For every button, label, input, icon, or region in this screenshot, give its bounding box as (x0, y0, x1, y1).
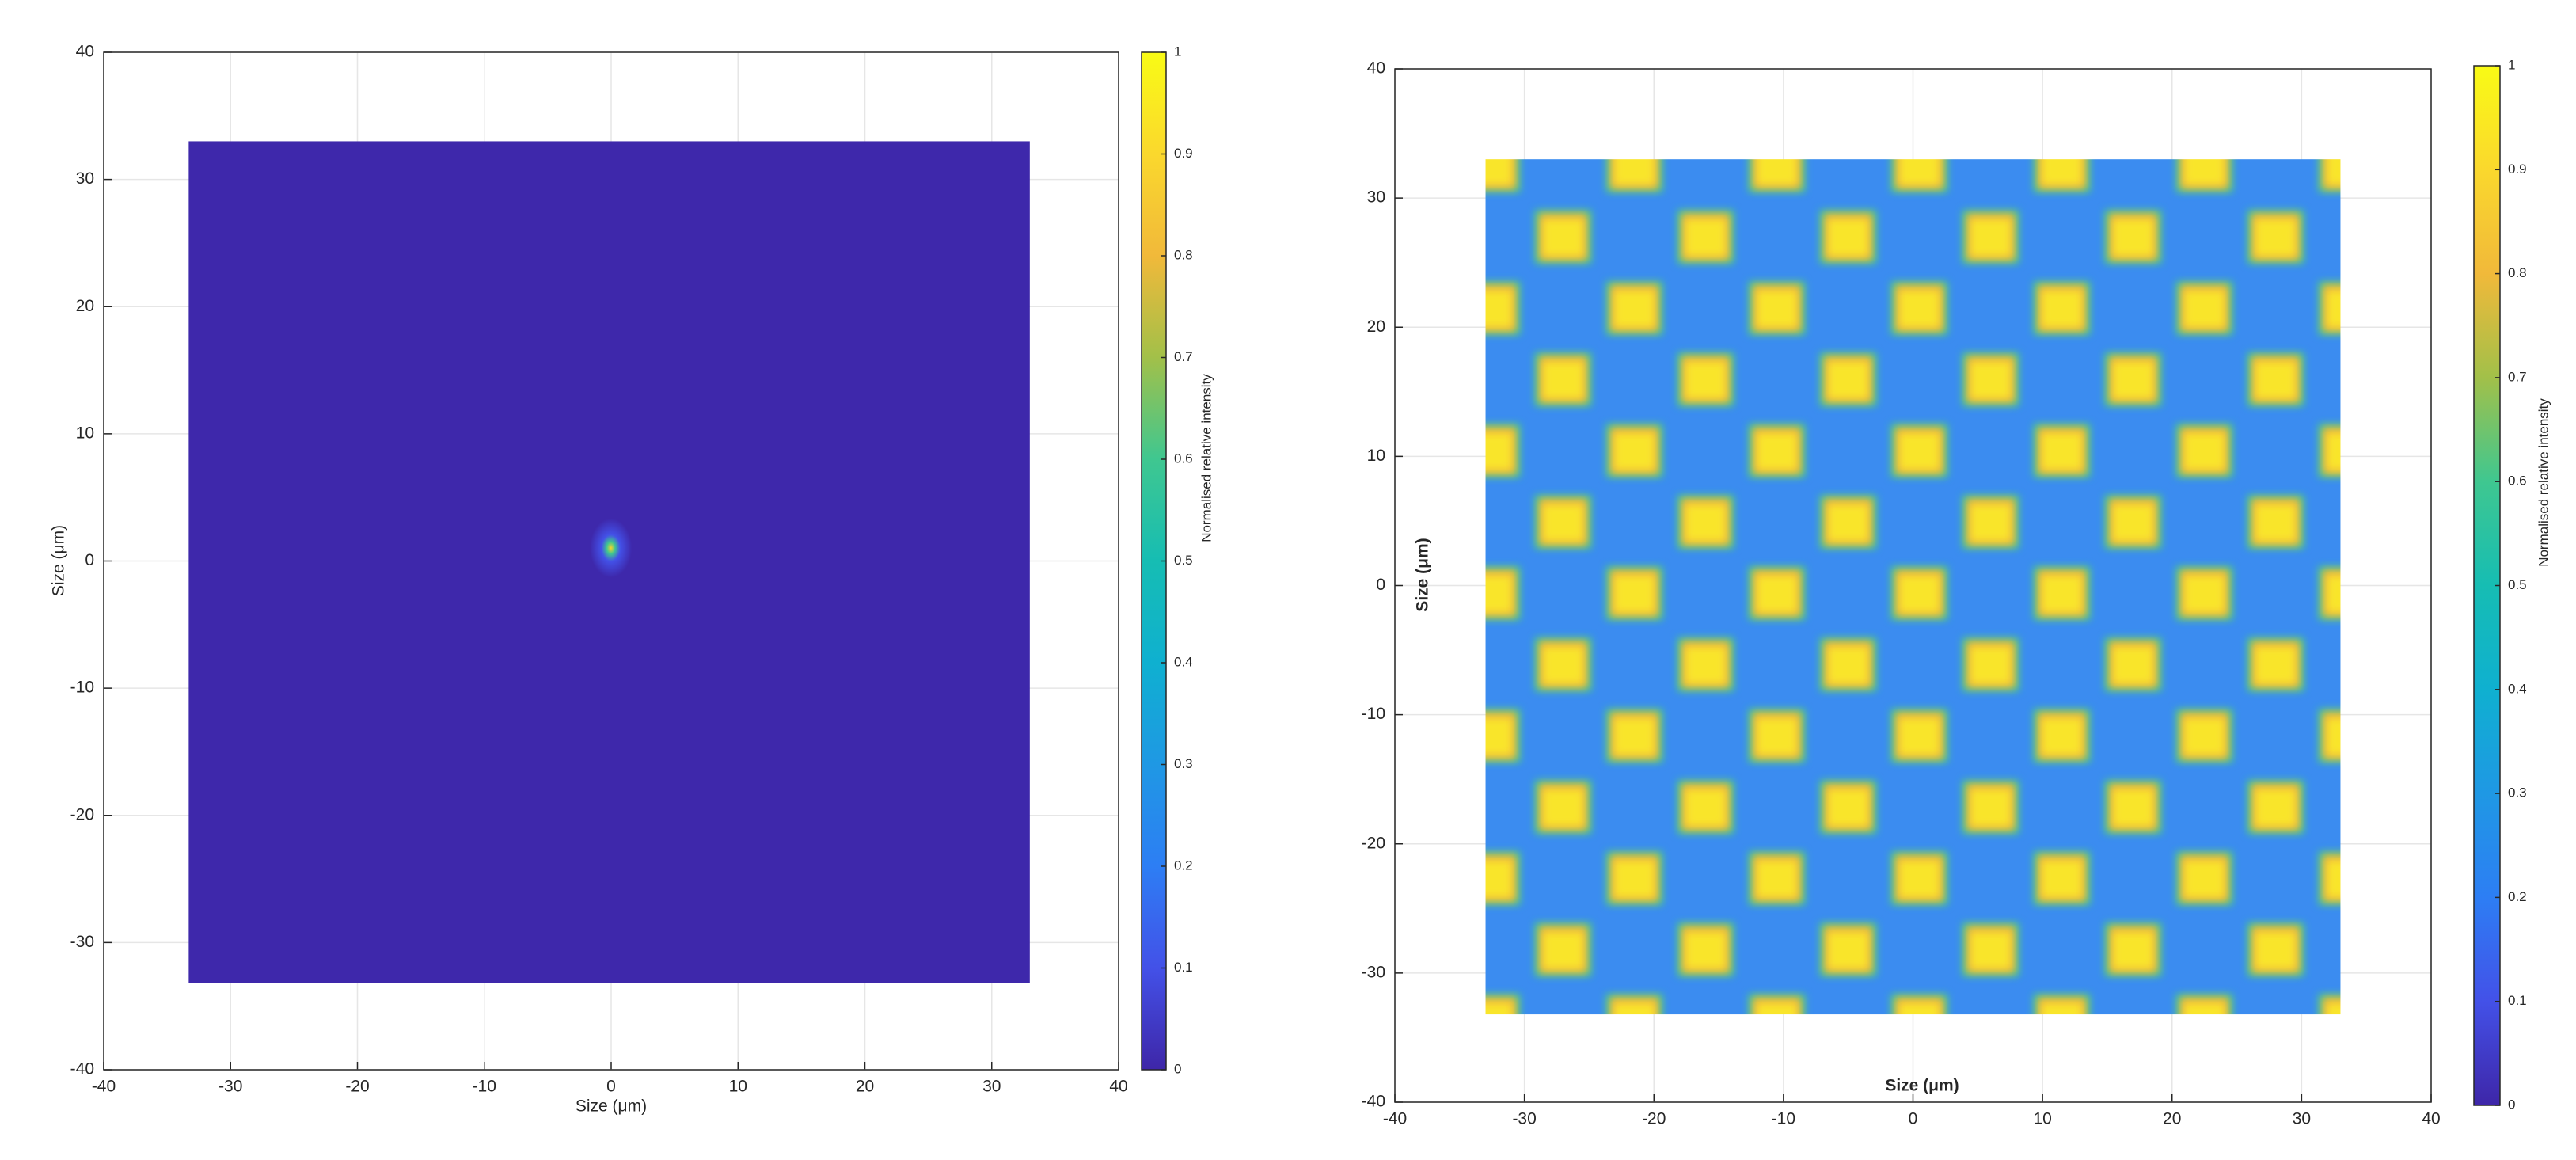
y-tick-label: 10 (76, 424, 94, 442)
colorbar-tick-label: 0.4 (2508, 681, 2527, 696)
y-tick-label: 20 (1367, 318, 1385, 336)
y-tick-label: 0 (85, 551, 94, 569)
y-tick-label: 20 (76, 297, 94, 315)
colorbar-tick-label: 0.3 (2508, 785, 2527, 801)
colorbar-tick-label: 0.3 (1174, 756, 1193, 771)
y-tick-label: 10 (1367, 447, 1385, 465)
panel: -40 -30 -20 -10 0 10 20 30 40-40-30-20-100102030… (1362, 57, 2551, 1128)
colorbar-tick-label: 0.8 (2508, 265, 2527, 280)
x-tick-label: -20 (1642, 1110, 1666, 1128)
colorbar-tick-label: 0.1 (1174, 960, 1193, 975)
colorbar-tick-label: 0.8 (1174, 247, 1193, 262)
x-tick-label: -20 (345, 1078, 369, 1096)
y-tick-label: -10 (70, 679, 94, 697)
colorbar-tick-label: 0.7 (2508, 369, 2527, 384)
y-tick-label: 40 (76, 43, 94, 61)
axes-box (1394, 68, 2432, 1103)
y-tick-label: -30 (1362, 963, 1385, 981)
x-tick-label: -10 (1772, 1110, 1795, 1128)
colorbar-label: Normalised relative intensity (1199, 374, 1214, 542)
colorbar-tick-label: 0 (2508, 1097, 2515, 1112)
y-tick-label: 30 (76, 169, 94, 188)
colorbar: 0 0.1 0.2 0.3 0.4 0.5 0.6 0.7 0.8 0.9 1 Normalised … (2473, 57, 2551, 1112)
x-tick-label: 10 (729, 1078, 747, 1096)
y-tick-label: 30 (1367, 188, 1385, 207)
x-tick-label: 40 (1109, 1078, 1127, 1096)
x-tick-label: -40 (92, 1078, 116, 1096)
colorbar-tick-label: 0.9 (2508, 162, 2527, 177)
y-tick-label: -20 (1362, 834, 1385, 852)
x-tick-label: -10 (473, 1078, 496, 1096)
y-tick-label: 40 (1367, 59, 1385, 78)
y-tick-label: -30 (70, 933, 94, 951)
colorbar-tick-label: 0.5 (2508, 577, 2527, 592)
x-tick-label: -30 (1512, 1110, 1536, 1128)
colorbar-tick-label: 0.6 (2508, 474, 2527, 489)
x-tick-label: 40 (2422, 1110, 2440, 1128)
x-tick-label: 30 (2293, 1110, 2311, 1128)
x-tick-label: 20 (856, 1078, 874, 1096)
colorbar-tick-label: 0.2 (1174, 858, 1193, 873)
x-axis-label: Size (μm) (1885, 1077, 1959, 1095)
x-tick-label: -40 (1383, 1110, 1407, 1128)
colorbar-tick-label: 0 (1174, 1061, 1181, 1076)
x-tick-label: -30 (218, 1078, 242, 1096)
x-axis-label: Size (μm) (576, 1097, 647, 1116)
x-tick-label: 10 (2033, 1110, 2051, 1128)
y-tick-label: -10 (1362, 705, 1385, 723)
intensity-image (188, 141, 1030, 983)
colorbar: 0 0.1 0.2 0.3 0.4 0.5 0.6 0.7 0.8 0.9 1 Normalised … (1141, 44, 1214, 1076)
colorbar-tick-label: 0.5 (1174, 553, 1193, 568)
x-tick-label: 20 (2163, 1110, 2181, 1128)
colorbar-tick-label: 0.2 (2508, 889, 2527, 904)
colorbar-tick-label: 0.6 (1174, 451, 1193, 466)
colorbar-tick-label: 0.7 (1174, 349, 1193, 364)
colorbar-tick-label: 1 (2508, 57, 2515, 72)
y-tick-label: 0 (1376, 576, 1385, 594)
y-tick-label: -40 (70, 1060, 94, 1078)
y-axis-label: Size (μm) (1414, 538, 1432, 611)
x-tick-label: 30 (982, 1078, 1001, 1096)
intensity-image (1485, 159, 2341, 1015)
y-axis-label: Size (μm) (50, 525, 68, 596)
x-tick-label: 0 (606, 1078, 616, 1096)
y-tick-label: -20 (70, 805, 94, 823)
colorbar-tick-label: 0.9 (1174, 146, 1193, 161)
axes-box (103, 51, 1119, 1071)
colorbar-label: Normalised relative intensity (2536, 398, 2551, 567)
x-tick-label: 0 (1909, 1110, 1918, 1128)
panel: -40 -30 -20 -10 0 10 20 30 40-40-30-20-100102030… (50, 43, 1214, 1116)
y-tick-label: -40 (1362, 1093, 1385, 1111)
colorbar-tick-label: 0.4 (1174, 654, 1193, 669)
colorbar-tick-label: 0.1 (2508, 993, 2527, 1008)
colorbar-tick-label: 1 (1174, 44, 1181, 59)
